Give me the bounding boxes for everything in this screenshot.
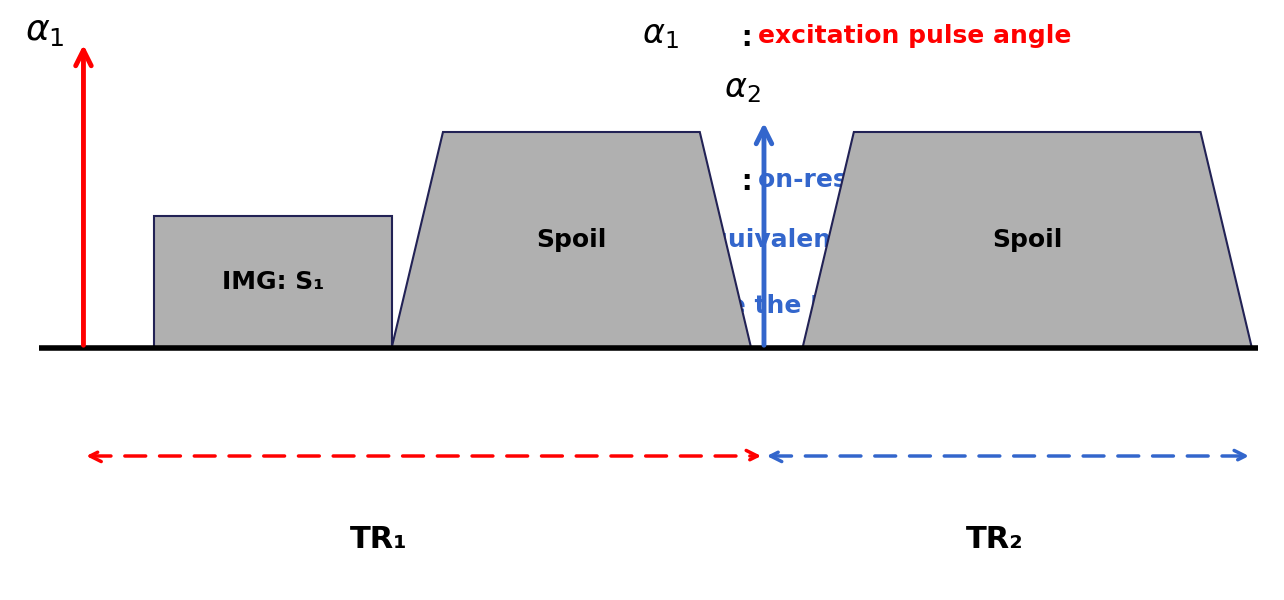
Text: Spoil: Spoil: [993, 228, 1062, 252]
Text: due the MT pulse: due the MT pulse: [693, 294, 937, 318]
Text: $\alpha_2$: $\alpha_2$: [642, 162, 679, 195]
Text: Spoil: Spoil: [537, 228, 606, 252]
Text: $\alpha_1$: $\alpha_1$: [642, 18, 679, 51]
Text: TR₁: TR₁: [351, 526, 407, 554]
Text: :: :: [732, 24, 772, 52]
Text: $\alpha_2$: $\alpha_2$: [724, 72, 760, 105]
Polygon shape: [392, 132, 751, 348]
Bar: [154, 216, 392, 348]
Text: excitation pulse angle: excitation pulse angle: [758, 24, 1071, 48]
Text: $\alpha_1$: $\alpha_1$: [26, 14, 64, 48]
Polygon shape: [802, 132, 1252, 348]
Text: IMG: S₁: IMG: S₁: [222, 270, 324, 294]
Text: on-resonance pulse angle: on-resonance pulse angle: [758, 168, 1121, 192]
Text: :: :: [732, 168, 772, 196]
Text: equivalent to the reduction in Mz: equivalent to the reduction in Mz: [693, 228, 1165, 252]
Text: TR₂: TR₂: [967, 526, 1023, 554]
